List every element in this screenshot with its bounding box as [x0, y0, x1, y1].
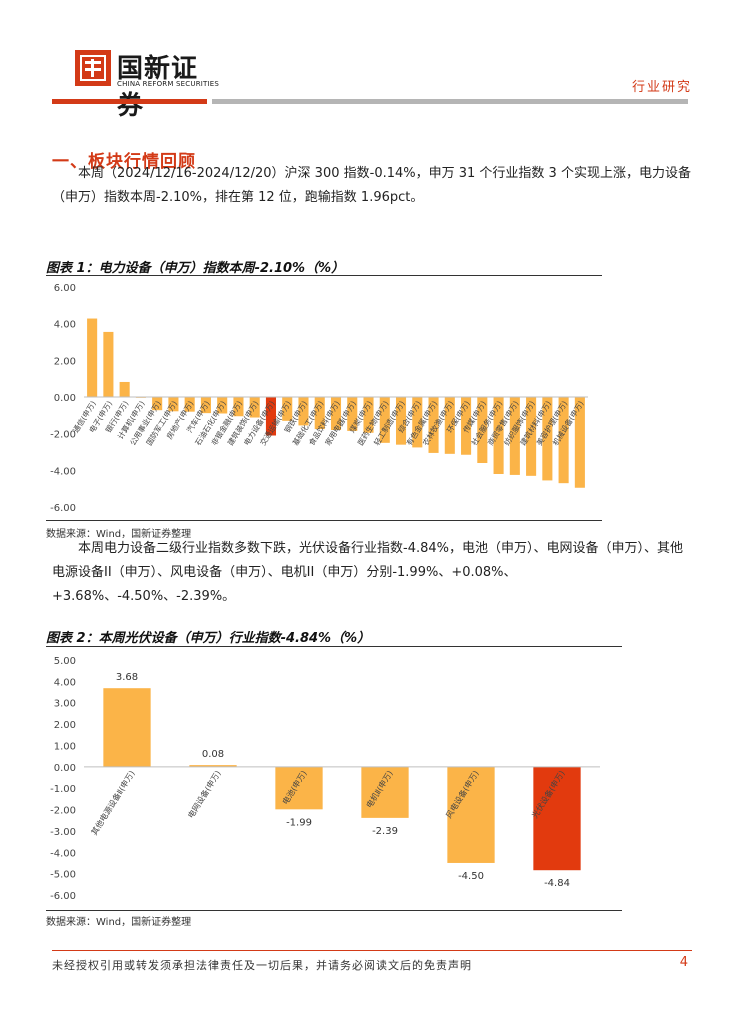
bar: [200, 397, 211, 414]
bar: [412, 397, 423, 448]
bar: [542, 397, 553, 481]
y-tick-label: 1.00: [54, 741, 76, 752]
bar: [509, 397, 520, 475]
bar: [330, 397, 342, 430]
page-number: 4: [679, 955, 688, 970]
data-label: -1.99: [286, 817, 312, 828]
bar: [87, 318, 98, 397]
bar: [533, 766, 581, 871]
bar: [265, 397, 277, 436]
bar: [233, 397, 244, 417]
figure2-title: 图表 2：本周光伏设备（申万）行业指数-4.84%（%）: [46, 631, 371, 646]
industry-index-bar-chart: 6.004.002.000.00-2.00-4.00-6.00通信(申万)电子(…: [50, 283, 588, 514]
bar: [314, 397, 325, 430]
y-tick-label: -3.00: [50, 827, 76, 838]
bar: [444, 397, 455, 454]
bar: [217, 397, 228, 414]
y-tick-label: -6.00: [50, 503, 76, 514]
data-label: 3.68: [116, 672, 138, 683]
y-tick-label: -2.00: [50, 430, 76, 441]
figure1-title: 图表 1：电力设备（申万）指数本周-2.10%（%）: [46, 261, 345, 276]
bar: [428, 397, 439, 453]
bar: [363, 397, 374, 433]
y-tick-label: 5.00: [54, 656, 76, 667]
subsector-index-bar-chart: 5.00 4.00 3.00 2.00 1.00 0.00 -1.00 -2.00 -3.00 -…: [50, 656, 600, 902]
summary-paragraph: 本周（2024/12/16-2024/12/20）沪深 300 指数-0.14%…: [52, 166, 691, 205]
bar: [298, 397, 309, 426]
bar: [168, 397, 179, 412]
bar: [184, 397, 195, 412]
bar: [447, 766, 495, 863]
footer-disclaimer: 未经授权引用或转发须承担法律责任及一切后果，并请务必阅读文后的免责声明: [52, 959, 472, 972]
bar: [282, 397, 293, 421]
bar: [103, 331, 114, 397]
x-category-label: 其他电源设备Ⅱ(申万): [89, 769, 137, 837]
footer-rule: [52, 950, 692, 951]
figure2-top-rule: [46, 646, 622, 647]
figure1-top-rule: [46, 275, 602, 276]
y-tick-label: -5.00: [50, 870, 76, 881]
bar: [558, 397, 569, 484]
bar: [526, 397, 537, 476]
y-tick-label: -4.00: [50, 848, 76, 859]
bar: [152, 397, 163, 411]
bar: [249, 397, 260, 418]
figure1-source: 数据来源：Wind，国新证券整理: [46, 529, 192, 540]
bar: [493, 397, 504, 474]
y-tick-label: 0.00: [54, 393, 76, 404]
bar: [379, 397, 390, 443]
bar: [461, 397, 472, 455]
bar: [347, 397, 358, 431]
x-category-label: 电网设备(申万): [185, 769, 222, 820]
logo-mark-icon: [75, 50, 111, 86]
y-tick-label: 2.00: [54, 720, 76, 731]
header-rule: [212, 99, 688, 104]
y-tick-label: -2.00: [50, 806, 76, 817]
bar: [103, 688, 151, 767]
bar: [574, 397, 585, 488]
data-label: -2.39: [372, 826, 398, 837]
y-tick-label: -6.00: [50, 891, 76, 902]
y-tick-label: -4.00: [50, 466, 76, 477]
y-tick-label: 4.00: [54, 677, 76, 688]
y-tick-label: 4.00: [54, 320, 76, 331]
figure2-bottom-rule: [46, 910, 622, 911]
bar: [477, 397, 488, 463]
logo-name-cn: 国新证券: [117, 54, 199, 121]
y-tick-label: 0.00: [54, 763, 76, 774]
bar: [189, 765, 237, 767]
bar: [361, 766, 409, 818]
header-rule-accent: [52, 99, 207, 104]
y-tick-label: 2.00: [54, 356, 76, 367]
data-label: -4.50: [458, 871, 484, 882]
brand-logo: 国新证券 CHINA REFORM SECURITIES: [75, 50, 220, 121]
bar: [275, 766, 323, 810]
y-tick-label: 3.00: [54, 699, 76, 710]
bar: [119, 381, 130, 397]
figure2-source: 数据来源：Wind，国新证券整理: [46, 917, 192, 928]
section-heading: 一、板块行情回顾: [52, 152, 196, 172]
report-category-label: 行业研究: [631, 80, 692, 95]
bar: [395, 397, 407, 445]
detail-paragraph: 本周电力设备二级行业指数多数下跌，光伏设备行业指数-4.84%，电池（申万）、电…: [52, 541, 683, 604]
data-label: -4.84: [544, 878, 570, 889]
data-label: 0.08: [202, 749, 224, 760]
logo-name-en: CHINA REFORM SECURITIES: [117, 80, 220, 88]
figure1-bottom-rule: [46, 520, 602, 521]
y-tick-label: -1.00: [50, 784, 76, 795]
y-tick-label: 6.00: [54, 283, 76, 294]
